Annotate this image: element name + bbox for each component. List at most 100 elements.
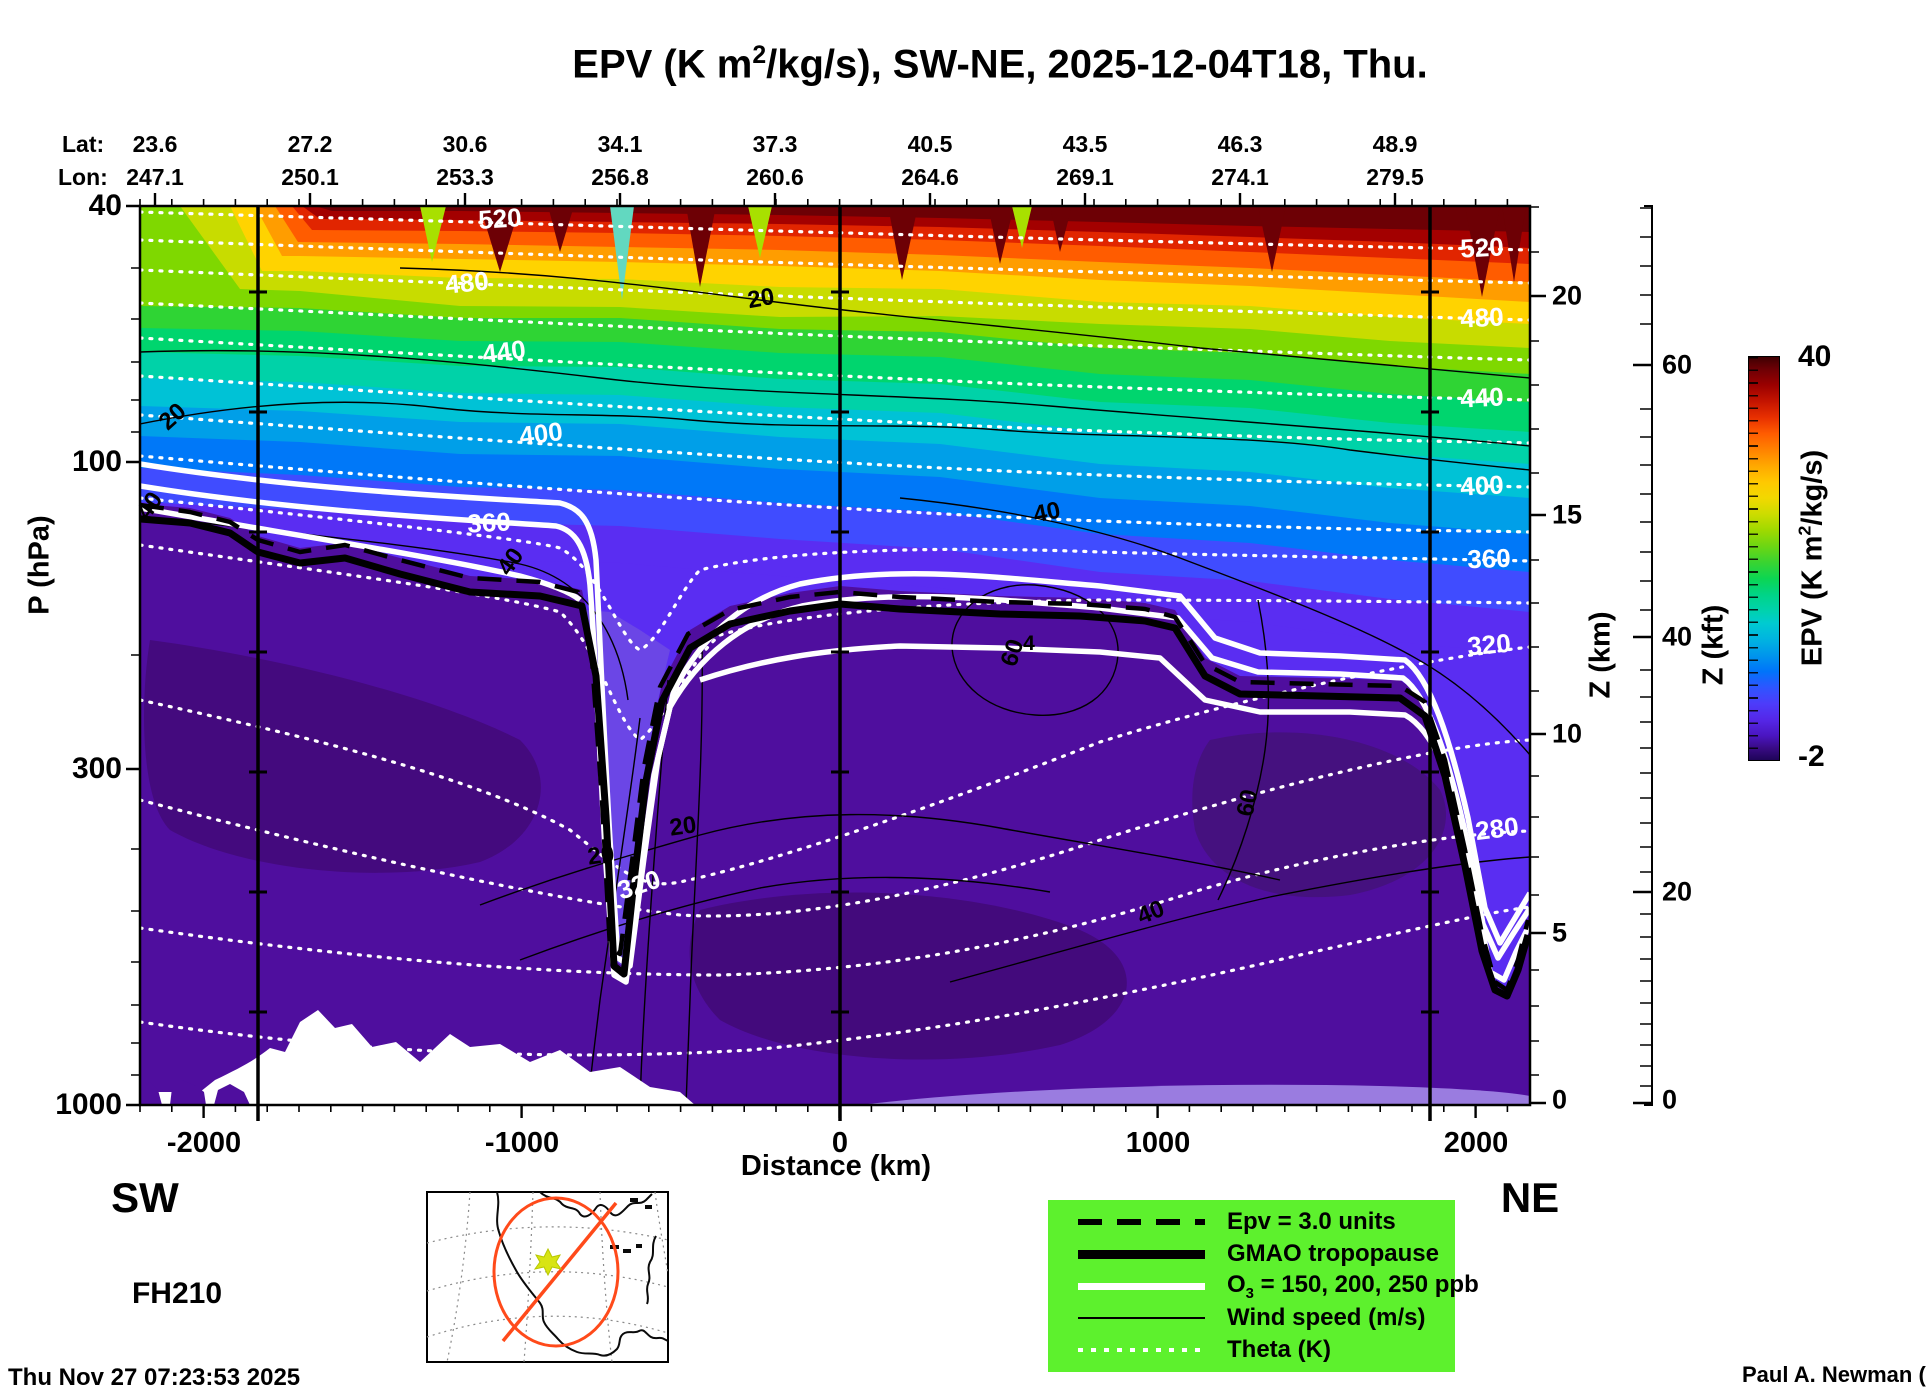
zkm-tick: 5 <box>1552 917 1568 948</box>
zkm-tick: 20 <box>1552 280 1583 311</box>
wind-contours <box>140 267 1530 1105</box>
zkm-tick: 10 <box>1552 718 1583 749</box>
x-tick: 1000 <box>1125 1127 1191 1159</box>
map-coastline <box>496 1191 669 1357</box>
lat-value: 34.1 <box>597 131 643 157</box>
x-tick: -1000 <box>484 1127 560 1159</box>
lat-value: 23.6 <box>132 131 178 157</box>
creation-timestamp: Thu Nov 27 07:23:53 2025 <box>8 1364 301 1391</box>
legend-label: GMAO tropopause <box>1227 1240 1440 1267</box>
lat-value: 43.5 <box>1062 131 1108 157</box>
troposphere-fill <box>140 504 1530 1105</box>
lon-value: 256.8 <box>591 164 649 190</box>
sw-corner-label: SW <box>111 1174 179 1221</box>
legend-row-epv: Epv = 3.0 units <box>1048 1207 1455 1237</box>
p-tick: 1000 <box>55 1088 122 1121</box>
map-section-line <box>501 1201 618 1343</box>
forecast-hour-label: FH210 <box>131 1277 223 1310</box>
p-tick: 300 <box>71 752 122 785</box>
zkft-tick: 0 <box>1662 1084 1678 1115</box>
wind-label: 20 <box>585 840 617 871</box>
ozone-line-sample <box>1078 1282 1205 1290</box>
legend-row-ozone: O3 = 150, 200, 250 ppb <box>1048 1271 1479 1301</box>
legend-row-wind: Wind speed (m/s) <box>1048 1303 1455 1333</box>
theta-label: 520 <box>1459 231 1505 264</box>
colorbar-min: -2 <box>1798 740 1825 773</box>
theta-label: 480 <box>443 265 491 300</box>
lat-value: 27.2 <box>287 131 333 157</box>
theta-label: 280 <box>1473 810 1521 847</box>
lon-value: 253.3 <box>436 164 494 190</box>
x-axis-label: Distance (km) <box>740 1150 932 1182</box>
theta-label: 480 <box>1459 301 1505 334</box>
theta-label: 400 <box>517 415 565 452</box>
zkft-axis-line <box>1644 205 1653 1106</box>
zkft-tick: 60 <box>1662 349 1693 380</box>
map-range-circle <box>492 1196 620 1348</box>
p-tick: 100 <box>71 445 122 478</box>
zkft-tick: 40 <box>1662 621 1693 652</box>
legend-label: O3 = 150, 200, 250 ppb <box>1227 1270 1479 1302</box>
lat-value: 46.3 <box>1217 131 1263 157</box>
zkm-axis-label: Z (km) <box>1584 611 1617 699</box>
waypoint-feet <box>256 1105 1432 1121</box>
lon-value: 274.1 <box>1211 164 1269 190</box>
lon-value: 247.1 <box>126 164 184 190</box>
wind-label: 20 <box>745 282 777 315</box>
wind-line-sample <box>1078 1317 1205 1319</box>
lat-value: 48.9 <box>1372 131 1418 157</box>
x-tick: 0 <box>831 1127 849 1159</box>
colorbar <box>1748 356 1780 761</box>
lon-row-label: Lon: <box>58 164 108 190</box>
x-tick: 2000 <box>1443 1127 1509 1159</box>
lon-value: 279.5 <box>1366 164 1424 190</box>
zkm-tick: 0 <box>1552 1084 1568 1115</box>
wind-label: 20 <box>667 811 699 842</box>
epv-dashed-line-sample <box>1078 1219 1205 1225</box>
map-graticule <box>426 1191 669 1363</box>
troposphere-patches <box>144 610 1530 1105</box>
theta-label: 360 <box>1466 542 1512 575</box>
map-location-star-icon <box>533 1247 563 1277</box>
epv-fill-bands <box>140 206 1530 655</box>
zkft-axis-label: Z (kft) <box>1697 604 1730 686</box>
theta-label: 440 <box>480 333 528 370</box>
map-inset <box>426 1191 669 1363</box>
zkm-tick: 15 <box>1552 499 1583 530</box>
theta-label: 320 <box>1466 627 1512 662</box>
wind-label: 40 <box>1031 496 1063 529</box>
theta-line-sample <box>1078 1348 1205 1352</box>
lat-value: 30.6 <box>442 131 488 157</box>
colorbar-max: 40 <box>1798 340 1832 373</box>
lat-value: 40.5 <box>907 131 953 157</box>
p-axis-label: P (hPa) <box>23 515 56 615</box>
theta-label: 360 <box>466 506 512 539</box>
zkft-tick: 20 <box>1662 876 1693 907</box>
theta-label: 520 <box>477 202 523 235</box>
ne-corner-label: NE <box>1500 1174 1560 1221</box>
terrain-surface <box>140 1010 695 1105</box>
theta-label: 400 <box>1459 469 1505 502</box>
page-title: EPV (K m2/kg/s), SW-NE, 2025-12-04T18, T… <box>572 42 1428 87</box>
legend-label: Theta (K) <box>1227 1336 1331 1363</box>
legend-row-tropopause: GMAO tropopause <box>1048 1239 1455 1269</box>
epv-contour-label: 4 <box>1023 632 1035 655</box>
colorbar-ticks <box>1749 357 1758 760</box>
tropopause-line-sample <box>1078 1249 1205 1259</box>
lon-value: 250.1 <box>281 164 339 190</box>
theta-label: 440 <box>1459 381 1505 414</box>
lon-value: 264.6 <box>901 164 959 190</box>
waypoint-lines <box>249 206 1439 1105</box>
wind-label: 60 <box>1231 787 1264 819</box>
p-tick: 40 <box>88 189 122 222</box>
colorbar-label: EPV (K m2/kg/s) <box>1794 449 1829 667</box>
legend-row-theta: Theta (K) <box>1048 1335 1455 1365</box>
lon-value: 260.6 <box>746 164 804 190</box>
author-credit: Paul A. Newman (NASA <box>1742 1362 1926 1387</box>
legend-label: Epv = 3.0 units <box>1227 1208 1396 1235</box>
legend-label: Wind speed (m/s) <box>1227 1304 1426 1331</box>
lat-row-label: Lat: <box>62 131 105 157</box>
lat-value: 37.3 <box>752 131 798 157</box>
axis-ticks <box>126 193 1652 1118</box>
